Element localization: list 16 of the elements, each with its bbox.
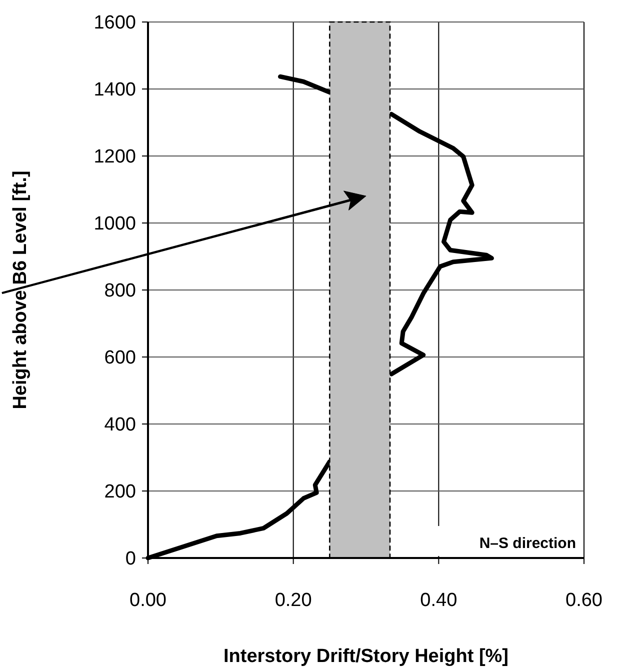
x-tick-label: 0.20 — [274, 590, 312, 611]
y-tick-label: 400 — [104, 414, 136, 436]
x-tick-label: 0.60 — [566, 590, 602, 611]
y-tick-label: 1400 — [94, 80, 136, 101]
y-tick-label: 600 — [104, 348, 136, 369]
y-axis-title: Height above B6 Level [ft.] — [10, 170, 31, 410]
x-tick-label: 0.00 — [130, 590, 166, 611]
x-tick-label: 0.40 — [420, 590, 458, 611]
y-tick-label: 0 — [125, 548, 136, 570]
y-tick-label: 200 — [104, 482, 136, 503]
y-tick-label: 1200 — [94, 146, 136, 168]
y-tick-label: 800 — [104, 280, 136, 302]
x-axis-title: Interstory Drift/Story Height [%] — [223, 646, 509, 667]
y-tick-label: 1600 — [94, 12, 136, 34]
annotation: N–S direction — [479, 535, 576, 552]
y-tick-label: 1000 — [94, 214, 136, 235]
